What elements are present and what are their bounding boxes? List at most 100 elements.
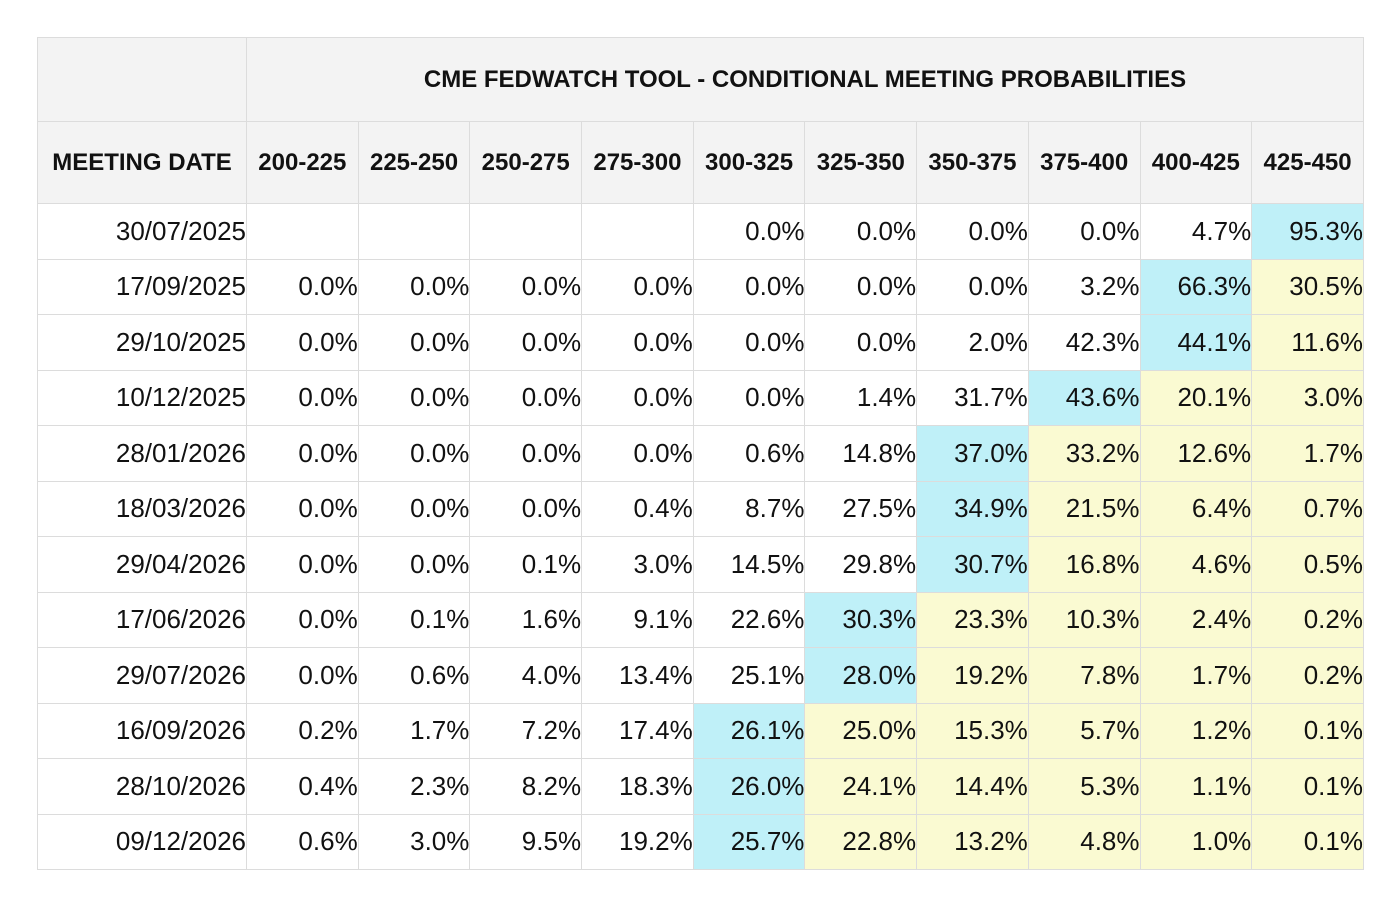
meeting-date-cell: 17/06/2026 — [37, 591, 247, 648]
probability-cell: 7.8% — [1027, 647, 1141, 704]
probability-cell: 30.5% — [1251, 258, 1364, 315]
probability-cell: 14.8% — [804, 425, 918, 482]
table-row: 29/04/2026 0.0% 0.0% 0.1% 3.0% 14.5% 29.8% 30.7… — [37, 536, 1364, 593]
probability-cell: 0.0% — [469, 314, 583, 371]
probability-cell: 0.0% — [581, 369, 694, 426]
probability-cell: 1.2% — [1139, 702, 1253, 759]
probability-cell: 11.6% — [1251, 314, 1364, 371]
probability-cell: 25.1% — [692, 647, 806, 704]
probability-cell: 18.3% — [581, 758, 694, 815]
probability-cell: 24.1% — [804, 758, 918, 815]
probability-cell: 0.0% — [804, 203, 918, 260]
probability-cell: 0.0% — [246, 536, 359, 593]
probability-cell-max: 25.7% — [692, 813, 806, 870]
probability-cell: 0.5% — [1251, 536, 1364, 593]
rate-range-header: 400-425 — [1139, 121, 1253, 204]
probability-cell: 0.2% — [1251, 647, 1364, 704]
probability-cell-max: 26.0% — [692, 758, 806, 815]
probability-cell: 14.4% — [916, 758, 1029, 815]
probability-cell: 0.6% — [246, 813, 359, 870]
table-body: 30/07/2025 0.0% 0.0% 0.0% 0.0% 4.7% 95.3% 17/09… — [37, 203, 1364, 870]
meeting-date-cell: 18/03/2026 — [37, 480, 247, 537]
probability-cell: 29.8% — [804, 536, 918, 593]
probability-cell: 20.1% — [1139, 369, 1253, 426]
probability-cell: 0.1% — [1251, 813, 1364, 870]
probability-cell: 19.2% — [581, 813, 694, 870]
probability-cell-max: 37.0% — [916, 425, 1029, 482]
probability-cell: 3.0% — [357, 813, 471, 870]
probability-cell: 0.0% — [916, 203, 1029, 260]
probability-cell: 0.0% — [357, 425, 471, 482]
probability-cell: 0.0% — [246, 591, 359, 648]
probability-cell: 0.0% — [804, 314, 918, 371]
rate-range-header: 250-275 — [469, 121, 583, 204]
probability-cell: 0.0% — [692, 369, 806, 426]
probability-cell: 0.4% — [581, 480, 694, 537]
meeting-date-cell: 10/12/2025 — [37, 369, 247, 426]
probability-cell — [357, 203, 471, 260]
probability-cell: 14.5% — [692, 536, 806, 593]
probability-cell-max: 34.9% — [916, 480, 1029, 537]
probability-cell-max: 95.3% — [1251, 203, 1364, 260]
table-row: 17/06/2026 0.0% 0.1% 1.6% 9.1% 22.6% 30.3% 23.3… — [37, 591, 1364, 648]
probability-cell: 42.3% — [1027, 314, 1141, 371]
probability-cell: 0.0% — [692, 258, 806, 315]
probability-cell: 13.4% — [581, 647, 694, 704]
probability-cell: 21.5% — [1027, 480, 1141, 537]
meeting-date-cell: 28/01/2026 — [37, 425, 247, 482]
probability-cell: 23.3% — [916, 591, 1029, 648]
title-row: CME FEDWATCH TOOL - CONDITIONAL MEETING … — [37, 37, 1364, 122]
probability-cell: 0.0% — [357, 314, 471, 371]
table-row: 30/07/2025 0.0% 0.0% 0.0% 0.0% 4.7% 95.3% — [37, 203, 1364, 260]
probability-cell: 0.7% — [1251, 480, 1364, 537]
probability-cell: 0.0% — [692, 314, 806, 371]
probability-cell: 0.1% — [469, 536, 583, 593]
probability-cell: 1.7% — [1251, 425, 1364, 482]
probability-cell: 0.0% — [246, 425, 359, 482]
probability-cell — [581, 203, 694, 260]
probability-cell: 12.6% — [1139, 425, 1253, 482]
probability-cell: 5.7% — [1027, 702, 1141, 759]
rate-range-header: 300-325 — [692, 121, 806, 204]
meeting-date-cell: 09/12/2026 — [37, 813, 247, 870]
meeting-date-cell: 28/10/2026 — [37, 758, 247, 815]
rate-range-header: 425-450 — [1251, 121, 1364, 204]
probability-cell: 31.7% — [916, 369, 1029, 426]
table-title: CME FEDWATCH TOOL - CONDITIONAL MEETING … — [246, 37, 1364, 122]
probability-cell-max: 26.1% — [692, 702, 806, 759]
probability-cell-max: 28.0% — [804, 647, 918, 704]
probability-cell: 2.0% — [916, 314, 1029, 371]
probability-cell: 0.0% — [469, 425, 583, 482]
rate-range-header: 350-375 — [916, 121, 1029, 204]
probability-cell: 0.0% — [804, 258, 918, 315]
probability-cell: 1.0% — [1139, 813, 1253, 870]
fedwatch-probability-table: CME FEDWATCH TOOL - CONDITIONAL MEETING … — [37, 37, 1364, 870]
probability-cell: 0.0% — [357, 480, 471, 537]
probability-cell: 0.6% — [692, 425, 806, 482]
table-row: 28/01/2026 0.0% 0.0% 0.0% 0.0% 0.6% 14.8% 37.0%… — [37, 425, 1364, 482]
probability-cell-max: 30.7% — [916, 536, 1029, 593]
probability-cell: 25.0% — [804, 702, 918, 759]
probability-cell: 4.6% — [1139, 536, 1253, 593]
probability-cell: 0.6% — [357, 647, 471, 704]
probability-cell: 4.7% — [1139, 203, 1253, 260]
probability-cell — [246, 203, 359, 260]
probability-cell: 0.1% — [1251, 702, 1364, 759]
probability-cell: 3.0% — [581, 536, 694, 593]
meeting-date-cell: 29/10/2025 — [37, 314, 247, 371]
probability-cell: 2.3% — [357, 758, 471, 815]
meeting-date-cell: 29/04/2026 — [37, 536, 247, 593]
probability-cell: 0.2% — [1251, 591, 1364, 648]
corner-cell — [37, 37, 247, 122]
probability-cell-max: 44.1% — [1139, 314, 1253, 371]
probability-cell: 7.2% — [469, 702, 583, 759]
probability-cell: 16.8% — [1027, 536, 1141, 593]
meeting-date-header: MEETING DATE — [37, 121, 247, 204]
rate-range-header: 375-400 — [1027, 121, 1141, 204]
probability-cell: 0.0% — [469, 258, 583, 315]
probability-cell: 6.4% — [1139, 480, 1253, 537]
probability-cell-max: 43.6% — [1027, 369, 1141, 426]
probability-cell: 3.0% — [1251, 369, 1364, 426]
probability-cell: 8.2% — [469, 758, 583, 815]
probability-cell: 4.0% — [469, 647, 583, 704]
